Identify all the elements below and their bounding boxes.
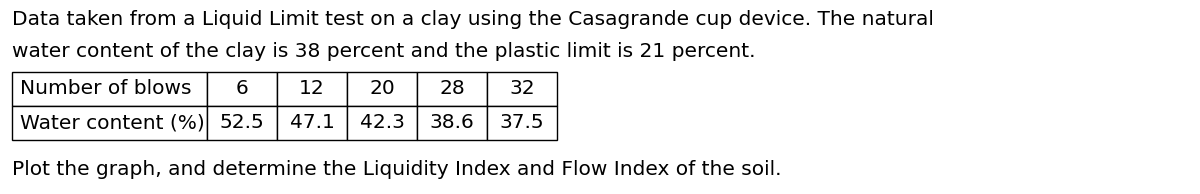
Text: 32: 32 bbox=[509, 80, 535, 99]
Text: 42.3: 42.3 bbox=[360, 113, 404, 133]
Text: water content of the clay is 38 percent and the plastic limit is 21 percent.: water content of the clay is 38 percent … bbox=[12, 42, 756, 61]
Bar bbox=[487, 72, 557, 106]
Text: 52.5: 52.5 bbox=[220, 113, 264, 133]
Text: 47.1: 47.1 bbox=[289, 113, 335, 133]
Text: 38.6: 38.6 bbox=[430, 113, 474, 133]
Bar bbox=[12, 72, 208, 106]
Bar bbox=[487, 106, 557, 140]
Text: 20: 20 bbox=[370, 80, 395, 99]
Bar bbox=[347, 106, 418, 140]
Text: Plot the graph, and determine the Liquidity Index and Flow Index of the soil.: Plot the graph, and determine the Liquid… bbox=[12, 160, 781, 179]
Text: Number of blows: Number of blows bbox=[20, 80, 192, 99]
Bar bbox=[347, 72, 418, 106]
Bar bbox=[208, 106, 277, 140]
Text: Water content (%): Water content (%) bbox=[20, 113, 205, 133]
Text: 12: 12 bbox=[299, 80, 325, 99]
Text: Data taken from a Liquid Limit test on a clay using the Casagrande cup device. T: Data taken from a Liquid Limit test on a… bbox=[12, 10, 934, 29]
Bar bbox=[208, 72, 277, 106]
Bar bbox=[418, 106, 487, 140]
Text: 28: 28 bbox=[439, 80, 464, 99]
Text: 37.5: 37.5 bbox=[499, 113, 545, 133]
Bar bbox=[418, 72, 487, 106]
Bar bbox=[12, 106, 208, 140]
Bar bbox=[277, 72, 347, 106]
Text: 6: 6 bbox=[235, 80, 248, 99]
Bar bbox=[277, 106, 347, 140]
